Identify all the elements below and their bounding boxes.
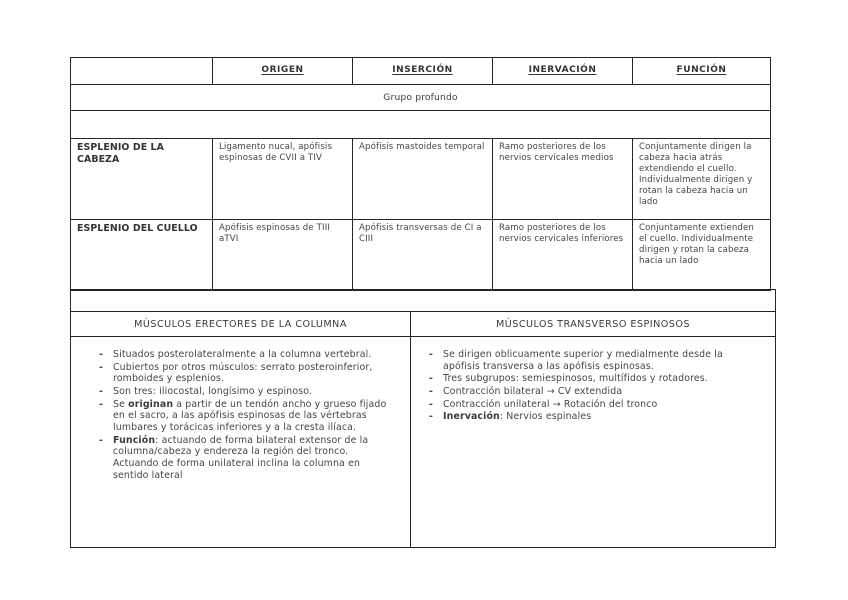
list-item-text: Contracción bilateral → CV extendida <box>443 385 623 397</box>
funcion-cell: Conjuntamente extienden el cuello. Indiv… <box>632 219 771 291</box>
list-item-text: Cubiertos por otros músculos: serrato po… <box>113 361 373 385</box>
bullet-list-transverso: - Se dirigen oblicuamente superior y medi… <box>417 349 765 423</box>
muscle-name-cell: ESPLENIO DE LA CABEZA <box>70 138 213 220</box>
list-item: - Se dirigen oblicuamente superior y medi… <box>417 349 765 372</box>
erectores-cell: - Situados posterolateralmente a la colum… <box>70 336 411 548</box>
table-row-esplenio-cabeza: ESPLENIO DE LA CABEZA Ligamento nucal, a… <box>70 138 771 220</box>
transverso-cell: - Se dirigen oblicuamente superior y medi… <box>410 336 776 548</box>
column-header-blank <box>70 57 213 85</box>
list-item-text: Función: actuando de forma bilateral ext… <box>113 434 369 481</box>
spacer-cell <box>70 289 776 312</box>
bullet-dash-icon: - <box>429 411 434 423</box>
list-item-text: Son tres: iliocostal, longísimo y espino… <box>113 385 313 397</box>
list-item: - Inervación: Nervios espinales <box>417 411 765 423</box>
list-item-text: Tres subgrupos: semiespinosos, multífido… <box>443 373 708 385</box>
list-item-text: Contracción unilateral → Rotación del tr… <box>443 398 658 410</box>
list-item: - Se originan a partir de un tendón ancho… <box>77 399 400 434</box>
comparison-body-row: - Situados posterolateralmente a la colum… <box>70 336 776 548</box>
list-item: - Contracción unilateral → Rotación del t… <box>417 399 765 411</box>
inervacion-cell: Ramo posteriores de los nervios cervical… <box>492 219 633 291</box>
detail-table-header-row: ORIGEN INSERCIÓN INERVACIÓN FUNCIÓN <box>70 57 771 85</box>
bullet-dash-icon: - <box>99 398 104 410</box>
group-label: Grupo profundo <box>70 84 771 111</box>
muscle-name-cell: ESPLENIO DEL CUELLO <box>70 219 213 291</box>
bullet-dash-icon: - <box>99 349 104 360</box>
comparison-spacer-row <box>70 289 776 312</box>
header-transverso-espinosos: MÚSCULOS TRANSVERSO ESPINOSOS <box>410 311 776 337</box>
bullet-dash-icon: - <box>429 349 434 360</box>
column-header-origen: ORIGEN <box>212 57 353 85</box>
origen-cell: Ligamento nucal, apófisis espinosas de C… <box>212 138 353 220</box>
bullet-dash-icon: - <box>429 385 434 397</box>
list-item: - Son tres: iliocostal, longísimo y espin… <box>77 386 400 398</box>
spacer-row <box>70 110 771 139</box>
list-item-text: Se dirigen oblicuamente superior y media… <box>443 349 723 372</box>
origen-cell: Apófisis espinosas de TIII aTVI <box>212 219 353 291</box>
funcion-cell: Conjuntamente dirigen la cabeza hacia at… <box>632 138 771 220</box>
bullet-dash-icon: - <box>99 385 104 397</box>
list-item: - Tres subgrupos: semiespinosos, multífid… <box>417 373 765 385</box>
list-item: - Función: actuando de forma bilateral ex… <box>77 435 400 482</box>
bullet-dash-icon: - <box>99 434 104 446</box>
bullet-dash-icon: - <box>429 373 434 385</box>
insercion-cell: Apófisis transversas de CI a CIII <box>352 219 493 291</box>
table-row-esplenio-cuello: ESPLENIO DEL CUELLO Apófisis espinosas d… <box>70 219 771 291</box>
spacer-cell <box>70 110 771 139</box>
comparison-header-row: MÚSCULOS ERECTORES DE LA COLUMNA MÚSCULO… <box>70 311 776 337</box>
column-header-insercion: INSERCIÓN <box>352 57 493 85</box>
insercion-cell: Apófisis mastoides temporal <box>352 138 493 220</box>
group-row: Grupo profundo <box>70 84 771 111</box>
column-header-inervacion: INERVACIÓN <box>492 57 633 85</box>
comparison-table: MÚSCULOS ERECTORES DE LA COLUMNA MÚSCULO… <box>70 289 776 548</box>
list-item-text: Situados posterolateralmente a la column… <box>113 349 372 360</box>
header-erectores: MÚSCULOS ERECTORES DE LA COLUMNA <box>70 311 411 337</box>
inervacion-cell: Ramo posteriores de los nervios cervical… <box>492 138 633 220</box>
column-header-funcion: FUNCIÓN <box>632 57 771 85</box>
bullet-list-erectores: - Situados posterolateralmente a la colum… <box>77 349 400 481</box>
bullet-dash-icon: - <box>99 361 104 373</box>
list-item: - Cubiertos por otros músculos: serrato p… <box>77 362 400 385</box>
list-item-text: Inervación: Nervios espinales <box>443 411 592 423</box>
list-item: - Contracción bilateral → CV extendida <box>417 386 765 398</box>
list-item: - Situados posterolateralmente a la colum… <box>77 349 400 361</box>
muscle-detail-table: ORIGEN INSERCIÓN INERVACIÓN FUNCIÓN Grup… <box>70 57 771 291</box>
list-item-text: Se originan a partir de un tendón ancho … <box>113 398 387 433</box>
bullet-dash-icon: - <box>429 398 434 410</box>
